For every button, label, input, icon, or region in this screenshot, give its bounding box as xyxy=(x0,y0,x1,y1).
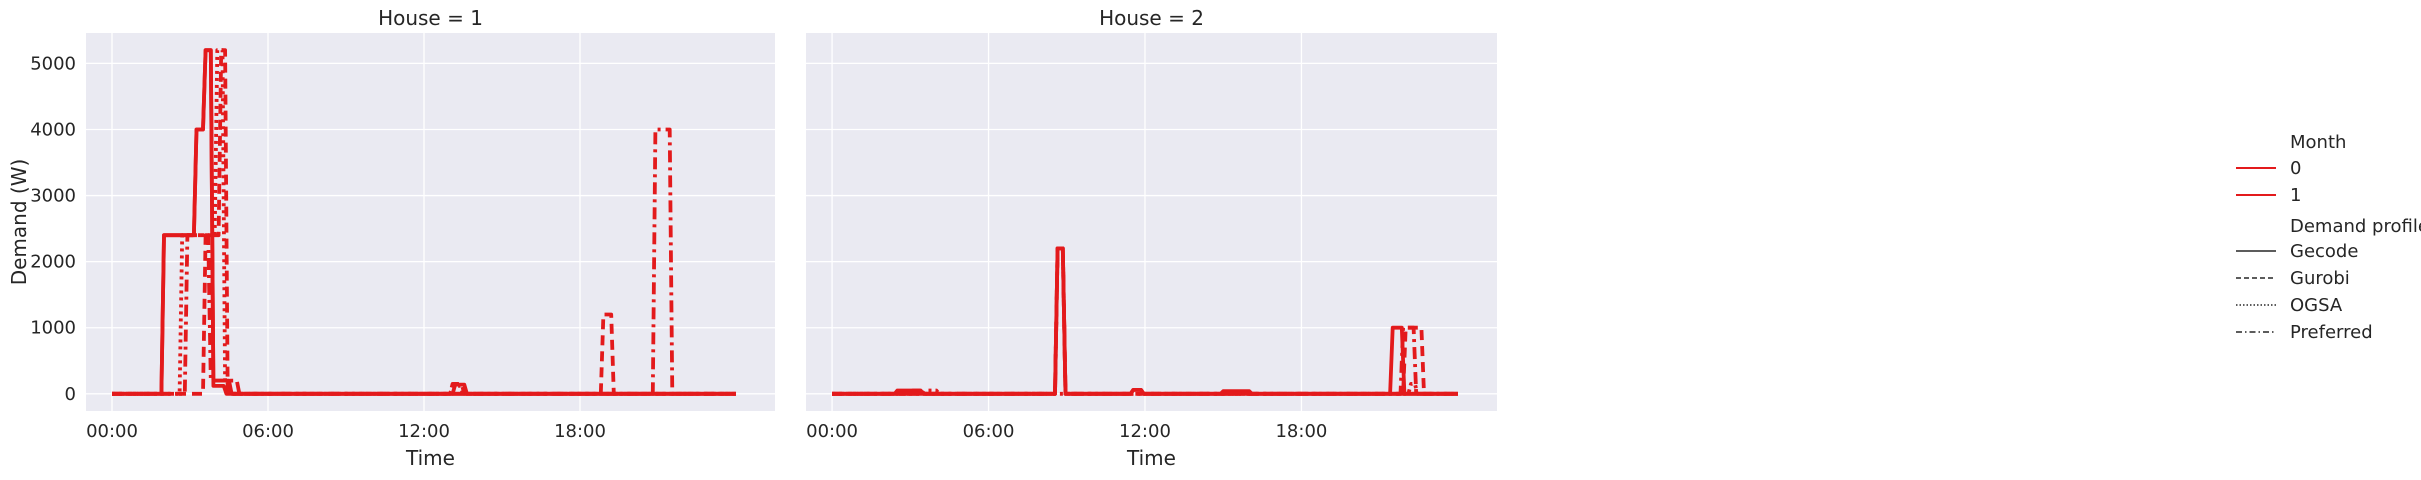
x-tick-label: 00:00 xyxy=(86,421,138,442)
y-tick-label: 1000 xyxy=(30,318,76,339)
x-axis-label: Time xyxy=(1126,446,1176,470)
x-tick-label: 12:00 xyxy=(398,421,450,442)
series-line-preferred-month-0 xyxy=(832,246,1458,396)
legend-label-month-0: 0 xyxy=(2290,158,2301,179)
y-tick-label: 2000 xyxy=(30,252,76,273)
panel-background xyxy=(86,33,775,411)
series-line-gecode-month-1 xyxy=(112,48,736,396)
y-tick-label: 4000 xyxy=(30,119,76,140)
x-tick-label: 12:00 xyxy=(1119,421,1171,442)
x-tick-label: 00:00 xyxy=(806,421,858,442)
series-line-gurobi-month-0 xyxy=(112,48,736,396)
series-line-preferred-month-0 xyxy=(112,127,736,396)
panel-background xyxy=(806,33,1497,411)
panel-title: House = 2 xyxy=(1099,6,1204,30)
x-tick-label: 06:00 xyxy=(242,421,294,442)
x-axis-label: Time xyxy=(405,446,455,470)
panel-title: House = 1 xyxy=(378,6,483,30)
y-axis-label: Demand (W) xyxy=(7,159,31,286)
legend-label-ogsa: OGSA xyxy=(2290,295,2343,316)
x-tick-label: 18:00 xyxy=(554,421,606,442)
legend-title-month: Month xyxy=(2290,132,2346,153)
y-tick-label: 0 xyxy=(65,384,76,405)
legend-label-gecode: Gecode xyxy=(2290,241,2358,262)
legend-label-gurobi: Gurobi xyxy=(2290,268,2350,289)
x-tick-label: 06:00 xyxy=(963,421,1015,442)
legend-label-month-1: 1 xyxy=(2290,185,2301,206)
series-line-gurobi-month-0 xyxy=(832,246,1458,396)
legend-title-demand-profile: Demand profile xyxy=(2290,216,2421,237)
x-tick-label: 18:00 xyxy=(1275,421,1327,442)
y-tick-label: 5000 xyxy=(30,53,76,74)
legend-label-preferred: Preferred xyxy=(2290,322,2373,343)
y-tick-label: 3000 xyxy=(30,186,76,207)
